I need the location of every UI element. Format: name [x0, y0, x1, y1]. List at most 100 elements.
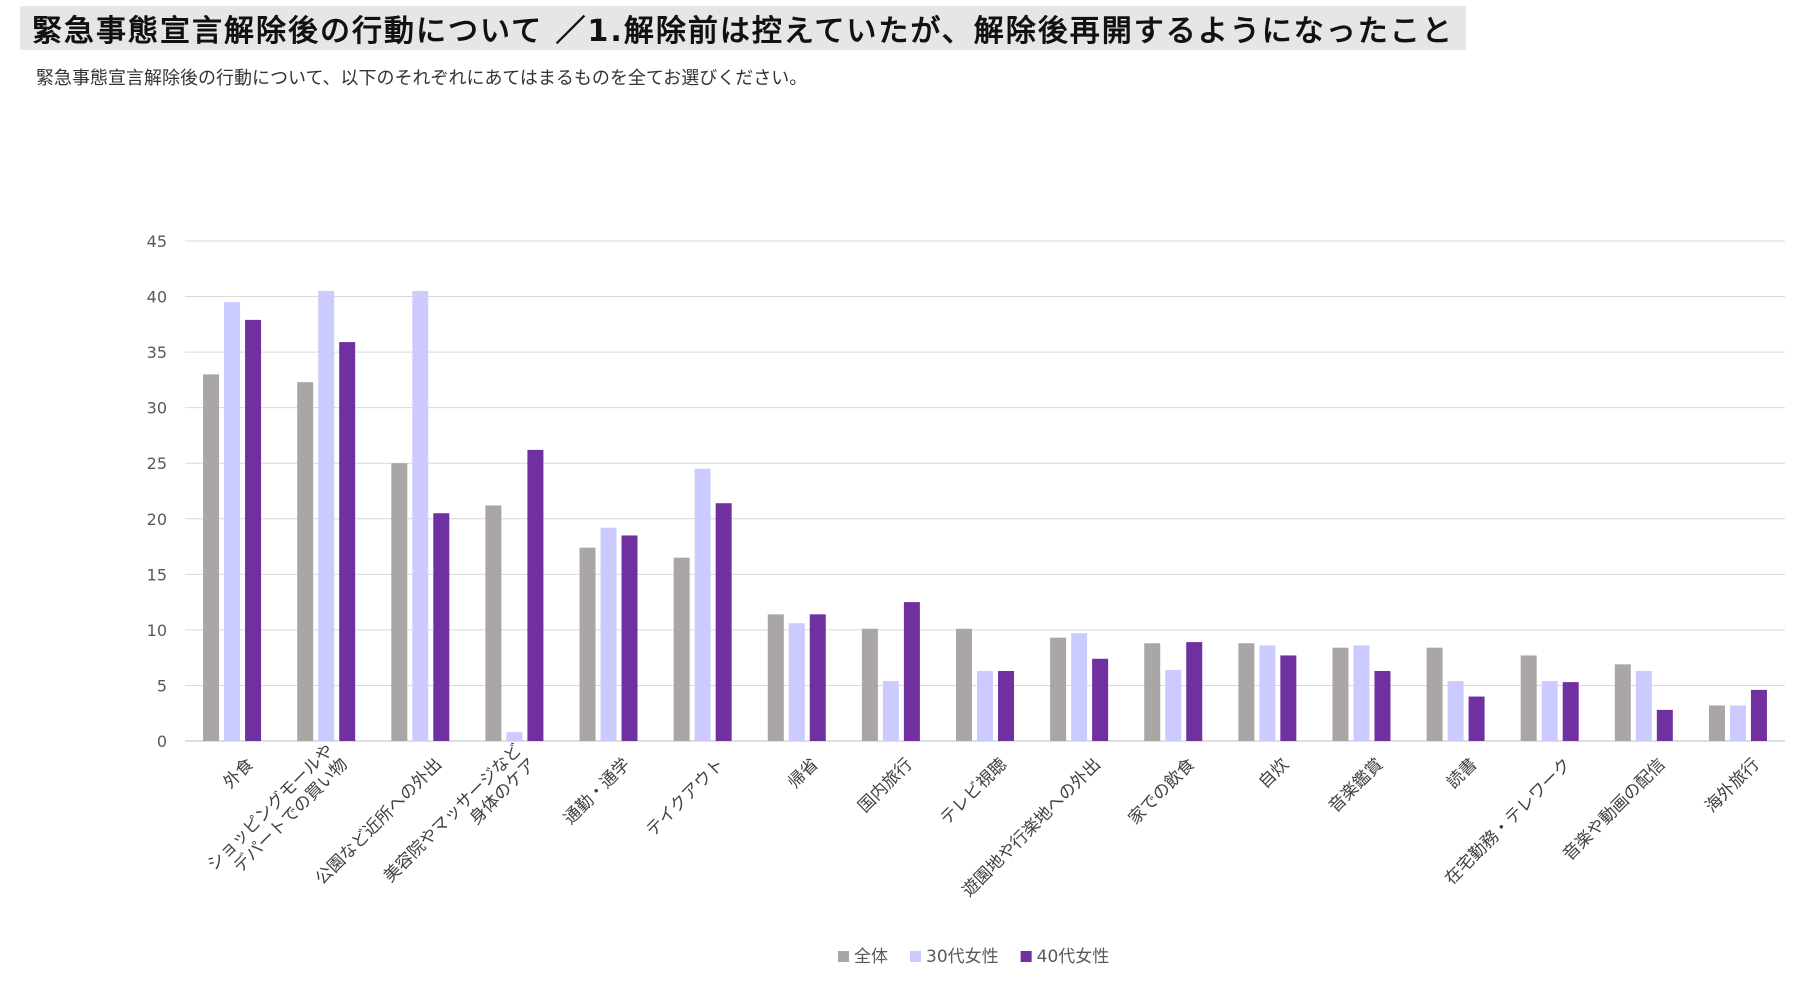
bar — [882, 681, 899, 741]
y-tick-label: 5 — [157, 676, 167, 695]
bar — [715, 503, 732, 741]
bar — [977, 671, 993, 741]
legend-swatch — [838, 951, 849, 962]
y-tick-label: 0 — [157, 732, 167, 751]
bar — [621, 535, 638, 741]
bar — [1332, 647, 1349, 741]
bar — [1614, 664, 1631, 741]
bar — [694, 468, 711, 741]
bar — [1426, 647, 1443, 741]
y-tick-label: 40 — [147, 288, 167, 307]
bar — [339, 342, 356, 741]
bar — [1656, 709, 1673, 741]
bar — [433, 513, 450, 741]
y-tick-label: 45 — [147, 232, 167, 251]
bar — [861, 628, 878, 741]
x-tick-label-line: 帰省 — [784, 755, 822, 793]
x-tick-label-line: テイクアウト — [642, 755, 728, 841]
x-tick-label-line: ショッピングモールや — [203, 740, 337, 874]
y-tick-label: 25 — [147, 454, 167, 473]
x-tick-label: 家での飲食 — [1125, 755, 1199, 829]
bar — [673, 557, 690, 741]
legend: 全体 30代女性 40代女性 — [838, 947, 1109, 967]
bar — [903, 602, 920, 741]
bar — [1374, 671, 1391, 741]
bar — [1468, 696, 1485, 741]
x-tick-label-line: 読書 — [1443, 755, 1481, 793]
legend-label: 30代女性 — [926, 947, 999, 967]
bar — [1541, 681, 1558, 741]
legend-label: 40代女性 — [1037, 947, 1110, 967]
x-tick-label: 通勤・通学 — [560, 755, 634, 829]
bar — [485, 505, 502, 741]
bar — [1050, 637, 1067, 741]
bar — [1144, 643, 1161, 741]
bar — [1165, 669, 1182, 741]
x-axis: 外食ショッピングモールやデパートでの買い物公園など近所への外出美容院やマッサージ… — [203, 740, 1763, 901]
x-tick-label: テレビ視聴 — [937, 755, 1011, 829]
bar — [1447, 681, 1464, 741]
bar — [998, 671, 1014, 741]
legend-swatch — [910, 951, 921, 962]
bar — [245, 319, 262, 741]
bars — [203, 291, 1767, 741]
title-band: 緊急事態宣言解除後の行動について ／1.解除前は控えていたが、解除後再開するよう… — [20, 6, 1466, 50]
bar — [1186, 642, 1203, 741]
x-tick-label-line: 家での飲食 — [1125, 755, 1199, 829]
page-subtitle: 緊急事態宣言解除後の行動について、以下のそれぞれにあてはまるものを全てお選びくだ… — [36, 68, 808, 89]
bar — [767, 614, 784, 741]
bar — [506, 732, 523, 741]
bar — [1071, 633, 1088, 741]
bar — [297, 382, 314, 741]
bar — [203, 374, 220, 741]
bar — [1750, 689, 1767, 741]
bar — [956, 628, 972, 741]
x-tick-label: 自炊 — [1255, 755, 1293, 793]
x-tick-label-line: 美容院やマッサージなど — [380, 740, 526, 886]
x-tick-label-line: テレビ視聴 — [937, 755, 1011, 829]
x-tick-label-line: 音楽や動画の配信 — [1559, 755, 1669, 865]
bar — [412, 291, 429, 741]
y-tick-label: 10 — [147, 621, 167, 640]
y-tick-label: 15 — [147, 565, 167, 584]
bar — [788, 623, 805, 741]
x-tick-label: 音楽や動画の配信 — [1559, 755, 1669, 865]
page-title: 緊急事態宣言解除後の行動について ／1.解除前は控えていたが、解除後再開するよう… — [32, 14, 1454, 49]
bar — [1729, 705, 1746, 741]
bar — [1259, 645, 1276, 741]
bar — [224, 302, 241, 741]
legend-swatch — [1020, 951, 1032, 962]
x-tick-label-line: 国内旅行 — [854, 755, 916, 817]
x-tick-label: テイクアウト — [642, 755, 728, 841]
x-tick-label: 外食 — [220, 755, 258, 793]
y-tick-label: 35 — [147, 343, 167, 362]
bar — [527, 449, 544, 741]
x-tick-label: 読書 — [1443, 755, 1481, 793]
bar — [1635, 671, 1652, 741]
x-tick-label: 海外旅行 — [1701, 755, 1763, 817]
bar — [318, 291, 335, 741]
bar — [1092, 658, 1109, 741]
legend-label: 全体 — [854, 947, 888, 967]
bar — [1353, 645, 1370, 741]
x-tick-label: 国内旅行 — [854, 755, 916, 817]
x-tick-label-line: 海外旅行 — [1701, 755, 1763, 817]
bar — [1280, 655, 1297, 741]
x-tick-label-line: 外食 — [220, 755, 258, 793]
bar — [1708, 705, 1725, 741]
y-tick-label: 20 — [147, 510, 167, 529]
bar — [1562, 682, 1579, 741]
x-tick-label-line: 自炊 — [1255, 755, 1293, 793]
gridlines — [185, 240, 1785, 742]
bar — [1520, 655, 1537, 741]
bar — [809, 614, 826, 741]
y-tick-label: 30 — [147, 399, 167, 418]
bar — [391, 463, 408, 741]
bar — [1238, 643, 1255, 741]
x-tick-label: 帰省 — [784, 755, 822, 793]
x-tick-label-line: 音楽鑑賞 — [1325, 755, 1387, 817]
x-tick-label: 音楽鑑賞 — [1325, 755, 1387, 817]
bar — [600, 527, 617, 741]
x-tick-label-line: 通勤・通学 — [560, 755, 634, 829]
